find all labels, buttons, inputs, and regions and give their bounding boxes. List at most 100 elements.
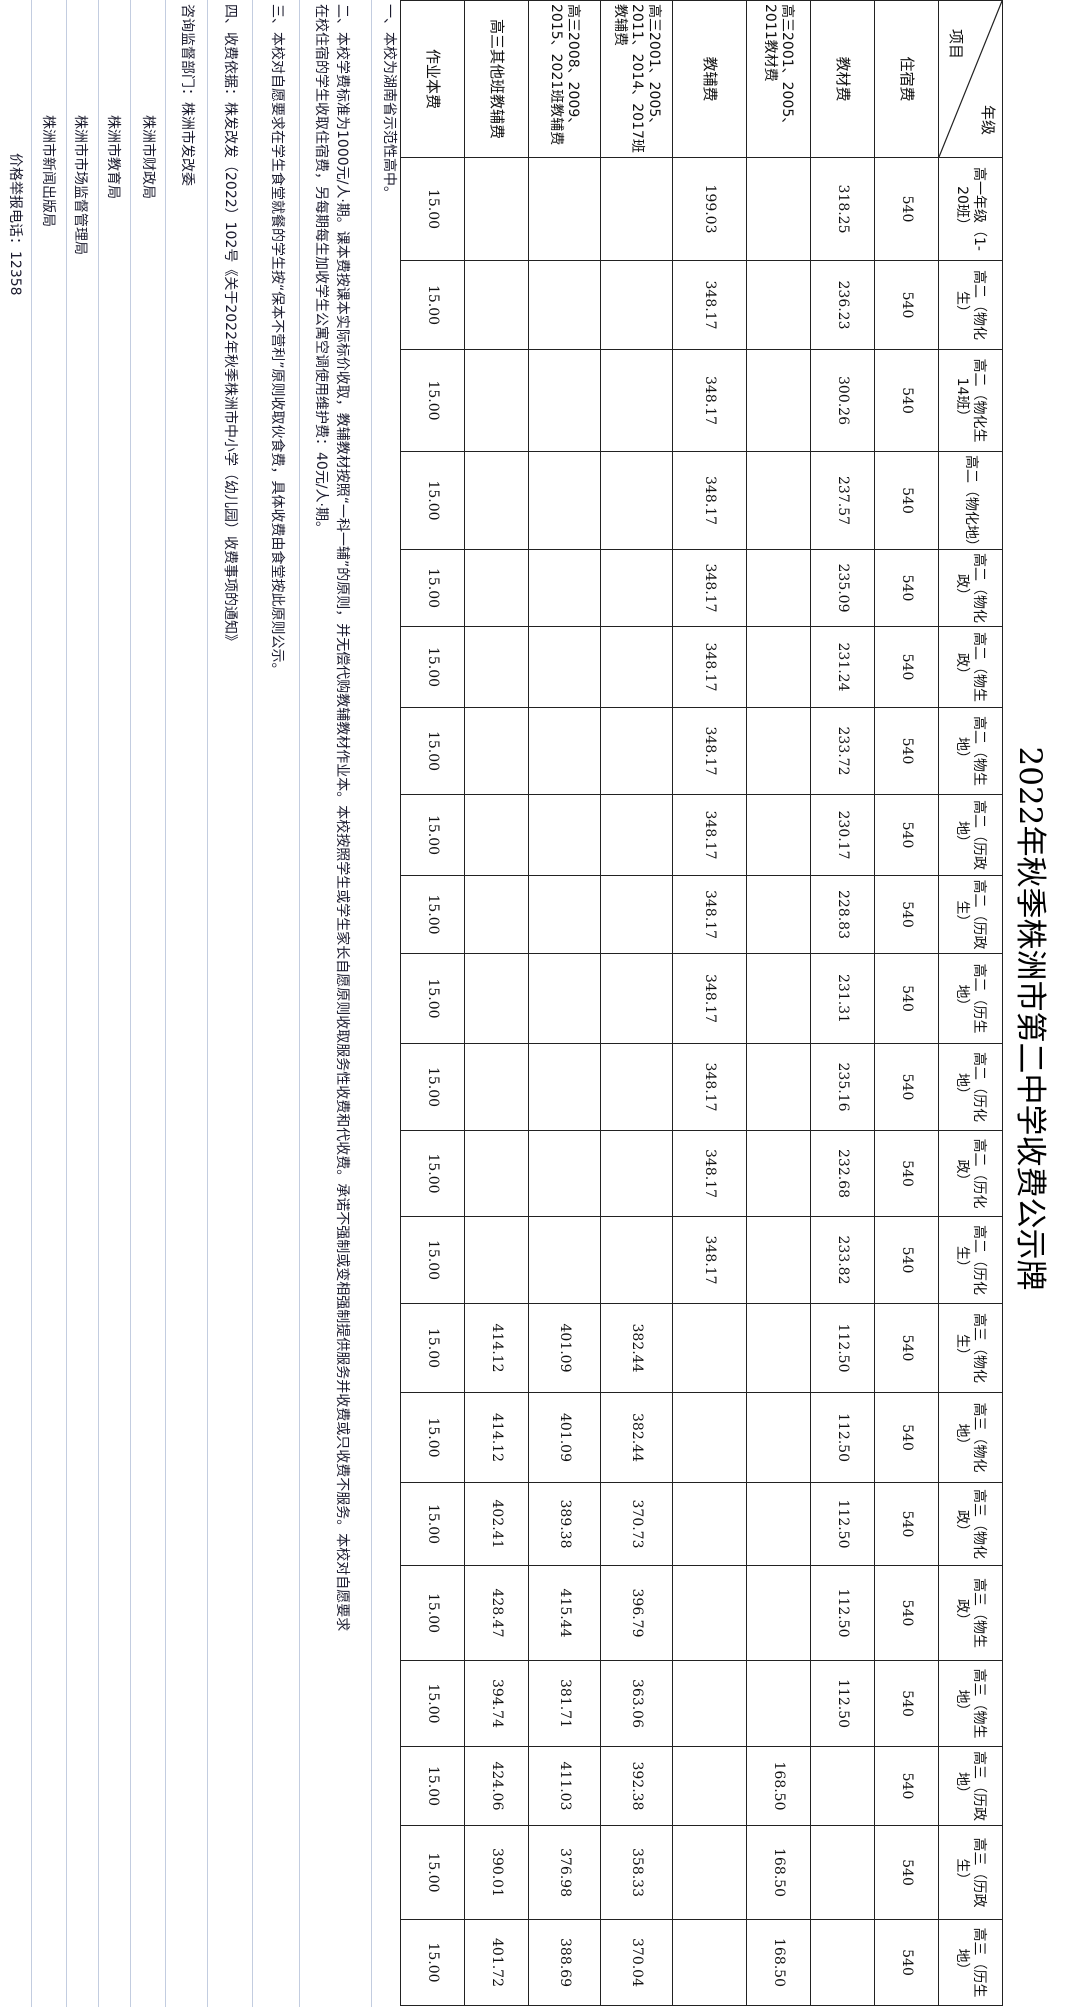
fee-cell: 540: [874, 1303, 939, 1393]
row-label: 高三其他班教辅费: [464, 0, 529, 158]
corner-item-label: 项目: [947, 29, 965, 60]
fee-cell: 540: [874, 349, 939, 452]
fee-cell: 15.00: [400, 549, 465, 627]
note-item-2-line-1: 二、本校学费标准为1000元/人·期。课本费按课本实际标价收取，教辅教材按照“一…: [334, 4, 350, 1632]
fee-cell: [464, 953, 529, 1044]
fee-cell: 348.17: [672, 875, 747, 954]
fee-cell: 15.00: [400, 1392, 465, 1483]
fee-cell: 396.79: [600, 1565, 673, 1661]
fee-cell: [672, 1825, 747, 1920]
fee-cell: 540: [874, 626, 939, 708]
table-row: 高三2001、2005、2011教材费 168.50 168.50 168.50: [746, 0, 811, 2006]
sheet-gridline: [252, 0, 253, 2007]
fee-cell: [600, 1130, 673, 1217]
fee-cell: [746, 875, 811, 954]
column-header: 高三（物化地）: [938, 1392, 1003, 1483]
fee-cell: 112.50: [810, 1482, 875, 1566]
fee-cell: [464, 875, 529, 954]
fee-cell: [746, 157, 811, 261]
fee-cell: [746, 1043, 811, 1131]
fee-cell: [528, 451, 601, 550]
column-header: 高三（历政生）: [938, 1825, 1003, 1920]
column-header: 高三（物生政）: [938, 1565, 1003, 1661]
fee-cell: 540: [874, 794, 939, 876]
fee-cell: [672, 1746, 747, 1826]
fee-cell: 540: [874, 1660, 939, 1747]
fee-cell: 112.50: [810, 1392, 875, 1483]
fee-cell: 15.00: [400, 349, 465, 452]
fee-cell: 15.00: [400, 1825, 465, 1920]
fee-cell: 233.72: [810, 707, 875, 795]
column-header: 高二（历化地）: [938, 1043, 1003, 1131]
sheet-gridline: [207, 0, 208, 2007]
fee-cell: [464, 157, 529, 261]
column-header: 高一年级（1-20班）: [938, 157, 1003, 261]
row-label: 教材费: [810, 0, 875, 158]
fee-cell: [600, 157, 673, 261]
fee-cell: 540: [874, 1216, 939, 1304]
fee-cell: 540: [874, 1919, 939, 2006]
column-header: 高二（物化生14班）: [938, 349, 1003, 452]
fee-cell: 540: [874, 157, 939, 261]
fee-cell: 389.38: [528, 1482, 601, 1566]
fee-cell: 382.44: [600, 1303, 673, 1393]
header-row: 年级 项目 高一年级（1-20班） 高二（物化生） 高二（物化生14班） 高二（物化地）高…: [938, 0, 1003, 2006]
fee-cell: [746, 707, 811, 795]
fee-cell: 348.17: [672, 707, 747, 795]
fee-cell: 168.50: [746, 1746, 811, 1826]
sheet-gridline: [130, 0, 131, 2007]
fee-cell: 390.01: [464, 1825, 529, 1920]
fee-cell: [600, 707, 673, 795]
fee-cell: 348.17: [672, 451, 747, 550]
column-header: 高二（历政生）: [938, 875, 1003, 954]
fee-cell: [746, 1216, 811, 1304]
fee-cell: [528, 260, 601, 350]
fee-cell: [528, 707, 601, 795]
fee-cell: 370.73: [600, 1482, 673, 1566]
fee-cell: 348.17: [672, 260, 747, 350]
fee-cell: 401.72: [464, 1919, 529, 2006]
fee-cell: [528, 875, 601, 954]
fee-cell: 540: [874, 875, 939, 954]
fee-cell: 15.00: [400, 1746, 465, 1826]
fee-cell: 112.50: [810, 1303, 875, 1393]
fee-cell: [672, 1392, 747, 1483]
fee-cell: [600, 1043, 673, 1131]
fee-cell: 540: [874, 1746, 939, 1826]
fee-cell: [672, 1660, 747, 1747]
column-header: 高三（物化政）: [938, 1482, 1003, 1566]
corner-grade-label: 年级: [979, 104, 997, 135]
column-header: 高三（历生地）: [938, 1919, 1003, 2006]
fee-cell: 411.03: [528, 1746, 601, 1826]
fee-cell: [528, 1130, 601, 1217]
fee-cell: 112.50: [810, 1565, 875, 1661]
fee-cell: 318.25: [810, 157, 875, 261]
fee-cell: 540: [874, 1825, 939, 1920]
fee-cell: [746, 794, 811, 876]
column-header: 高二（物化政）: [938, 549, 1003, 627]
diagonal-divider: [939, 1, 1002, 157]
column-header: 高二（历化生）: [938, 1216, 1003, 1304]
fee-cell: [746, 1392, 811, 1483]
fee-cell: 15.00: [400, 260, 465, 350]
fee-cell: 237.57: [810, 451, 875, 550]
fee-cell: 168.50: [746, 1825, 811, 1920]
table-row: 教材费 318.25 236.23 300.26 237.57 235.09 231.24 2…: [810, 0, 875, 2006]
agency: 株洲市市场监督管理局: [72, 115, 88, 255]
fee-table: 年级 项目 高一年级（1-20班） 高二（物化生） 高二（物化生14班） 高二（物化地）高…: [400, 0, 1003, 2006]
column-header: 高三（物化生）: [938, 1303, 1003, 1393]
fee-cell: 231.31: [810, 953, 875, 1044]
fee-cell: 540: [874, 1392, 939, 1483]
fee-cell: 370.04: [600, 1919, 673, 2006]
fee-cell: [746, 1130, 811, 1217]
column-header: 高二（历政地）: [938, 794, 1003, 876]
fee-cell: [810, 1746, 875, 1826]
fee-cell: [528, 1043, 601, 1131]
fee-cell: 228.83: [810, 875, 875, 954]
fee-cell: [528, 1216, 601, 1304]
fee-cell: [746, 349, 811, 452]
fee-cell: 15.00: [400, 626, 465, 708]
fee-cell: [810, 1919, 875, 2006]
fee-cell: [528, 953, 601, 1044]
column-header: 高三（物生地）: [938, 1660, 1003, 1747]
